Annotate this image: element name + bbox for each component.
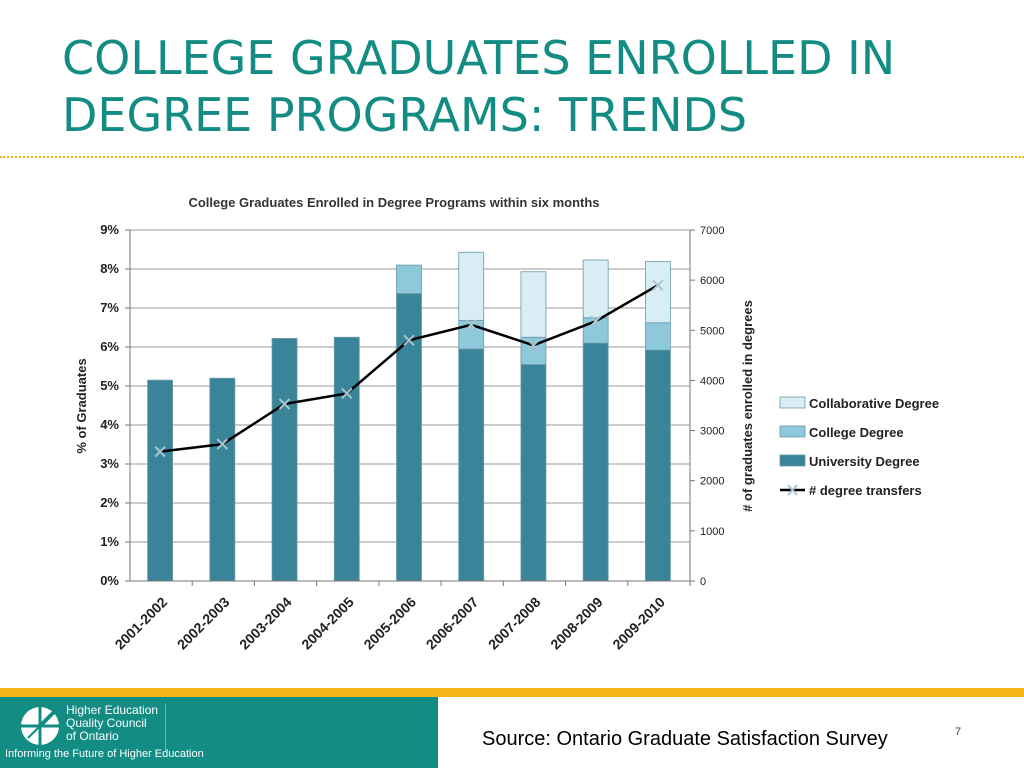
x-tick-label: 2004-2005 (298, 594, 357, 653)
bar-collaborative-degree (582, 259, 609, 319)
y-tick-label: 8% (100, 261, 119, 276)
legend-swatch (779, 425, 806, 438)
bar-college-degree (396, 264, 422, 294)
x-tick-label: 2006-2007 (423, 594, 482, 653)
org-name-line: of Ontario (66, 729, 119, 743)
footer-accent-bar (0, 688, 1024, 697)
marker-stroke (589, 315, 602, 327)
line-point-marker (216, 438, 229, 450)
y-tick-label: 3% (100, 456, 119, 471)
bar-college-degree (582, 317, 609, 344)
legend-label: Collaborative Degree (809, 396, 939, 411)
x-tick-label: 2001-2002 (112, 594, 171, 653)
legend-swatch (779, 396, 806, 409)
marker-stroke (652, 279, 664, 291)
title-divider (0, 156, 1024, 158)
x-tick-label: 2007-2008 (485, 594, 544, 653)
legend-marker (787, 484, 798, 496)
bar-collaborative-degree (520, 271, 547, 338)
hequco-logo-icon (21, 707, 59, 745)
y-tick-label: 1% (100, 534, 119, 549)
marker-stroke (216, 438, 229, 450)
y2-axis-label: # of graduates enrolled in degrees (740, 300, 755, 512)
y-tick-label: 5% (100, 378, 119, 393)
x-tick-label: 2005-2006 (360, 594, 419, 653)
bar-university-degree (458, 348, 485, 582)
y-tick-label: 6% (100, 339, 119, 354)
org-name-line: Higher Education (66, 703, 159, 717)
bar-university-degree (271, 338, 298, 582)
y-axis-label: % of Graduates (74, 358, 89, 453)
y2-tick-label: 1000 (700, 526, 724, 538)
marker-stroke (403, 334, 415, 347)
source-note: Source: Ontario Graduate Satisfaction Su… (482, 728, 888, 750)
bar-university-degree (209, 377, 236, 582)
bar-university-degree (582, 342, 609, 582)
y2-tick-label: 4000 (700, 375, 724, 387)
slide-title: COLLEGE GRADUATES ENROLLED IN DEGREE PRO… (62, 31, 896, 142)
x-tick-label: 2009-2010 (609, 594, 668, 653)
line-point-marker (154, 445, 166, 458)
line-point-marker (278, 398, 291, 410)
bar-university-degree (644, 349, 671, 582)
org-name-line: Quality Council (66, 716, 147, 730)
bar-university-degree (333, 336, 360, 582)
page-number: 7 (955, 726, 962, 738)
marker-stroke (154, 445, 166, 458)
legend-swatch (779, 454, 806, 467)
y2-tick-label: 3000 (700, 426, 724, 438)
line-point-marker (465, 319, 477, 331)
y2-tick-label: 6000 (700, 275, 724, 287)
bar-collaborative-degree (458, 251, 485, 321)
y-tick-label: 2% (100, 495, 119, 510)
marker-stroke (341, 387, 353, 400)
bar-college-degree (644, 322, 671, 351)
x-tick-label: 2002-2003 (174, 594, 233, 653)
y-tick-label: 7% (100, 300, 119, 315)
y2-tick-label: 0 (700, 576, 706, 588)
y2-tick-label: 5000 (700, 325, 724, 337)
line-point-marker (341, 387, 353, 400)
bar-university-degree (396, 293, 422, 582)
legend-label: University Degree (809, 454, 920, 469)
y2-tick-label: 2000 (700, 476, 724, 488)
marker-stroke (465, 319, 477, 331)
bar-university-degree (147, 379, 174, 582)
bar-collaborative-degree (644, 261, 671, 324)
org-name: Higher Education Quality Council of Onta… (66, 704, 158, 743)
line-point-marker (527, 339, 540, 352)
x-tick-label: 2003-2004 (236, 594, 295, 653)
line-point-marker (652, 279, 664, 291)
y-tick-label: 4% (100, 417, 119, 432)
bar-university-degree (520, 364, 547, 582)
brand-divider (165, 703, 166, 751)
y-tick-label: 9% (100, 222, 119, 237)
marker-stroke (527, 339, 540, 352)
org-tagline: Informing the Future of Higher Education (5, 748, 204, 760)
footer-brand-panel: Higher Education Quality Council of Onta… (0, 697, 438, 768)
marker-stroke (278, 398, 291, 410)
legend-label: # degree transfers (809, 483, 922, 498)
y2-tick-label: 7000 (700, 225, 724, 237)
line-point-marker (403, 334, 415, 347)
x-tick-label: 2008-2009 (547, 594, 606, 653)
legend-label: College Degree (809, 425, 904, 440)
y-tick-label: 0% (100, 573, 119, 588)
line-point-marker (589, 315, 602, 327)
chart: College Graduates Enrolled in Degree Pro… (74, 195, 939, 653)
chart-title: College Graduates Enrolled in Degree Pro… (188, 195, 599, 210)
